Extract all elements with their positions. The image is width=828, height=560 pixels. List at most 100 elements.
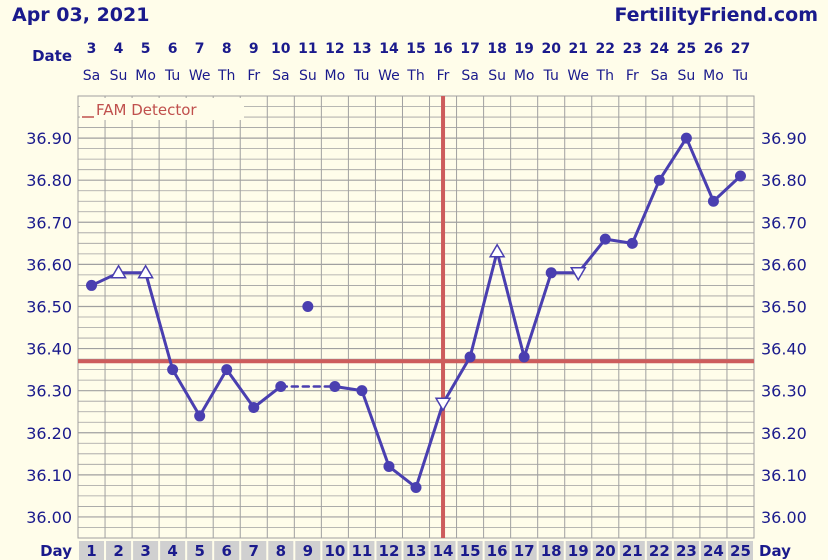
date-number: 10 [271, 41, 291, 57]
date-number: 6 [168, 41, 178, 57]
temperature-point [734, 170, 746, 182]
legend: FAM Detector [80, 98, 244, 120]
cycle-day-row: 1 2 3 4 5 6 7 8 9 10 11 12 13 14 15 16 17 18 19 20 21 22 23 24 2… [79, 541, 753, 560]
series-segment [657, 136, 688, 182]
temperature-point [599, 233, 611, 245]
site-name: FertilityFriend.com [614, 4, 818, 26]
weekday-label: Sa [461, 68, 478, 84]
temperature-point [518, 351, 530, 363]
weekday-label: We [378, 68, 400, 84]
y-tick-label: 36.90 [26, 129, 72, 148]
series-segment [630, 178, 661, 245]
date-number: 16 [433, 41, 452, 57]
weekday-label: Fr [626, 68, 639, 84]
y-tick-label: 36.40 [26, 340, 72, 359]
plot-grid [77, 95, 755, 539]
day-number: 20 [595, 542, 616, 560]
day-cell [673, 541, 699, 560]
date-number: 25 [677, 41, 696, 57]
weekday-label: Th [217, 68, 235, 84]
temperature-series [86, 132, 746, 493]
day-cell [349, 541, 375, 560]
date-number: 3 [87, 41, 97, 57]
date-number: 17 [460, 41, 479, 57]
day-number: 18 [541, 542, 562, 560]
day-number: 13 [406, 542, 427, 560]
day-number: 15 [460, 542, 481, 560]
y-tick-label: 36.60 [761, 255, 807, 274]
weekday-label: Mo [514, 68, 535, 84]
y-tick-label: 36.60 [26, 255, 72, 274]
temperature-point [329, 380, 341, 392]
day-cell [538, 541, 564, 560]
date-number: 12 [325, 41, 344, 57]
temperature-point [356, 385, 368, 397]
date-number: 18 [487, 41, 506, 57]
day-cell [376, 541, 402, 560]
chart-date: Apr 03, 2021 [12, 4, 149, 26]
temperature-point [248, 402, 260, 414]
series-segment [360, 389, 391, 468]
series-segment [495, 250, 526, 359]
day-number: 17 [514, 542, 535, 560]
weekday-label: We [567, 68, 589, 84]
y-tick-label: 36.50 [26, 297, 72, 316]
day-number: 24 [703, 542, 724, 560]
weekday-label: Fr [437, 68, 450, 84]
weekday-label: Mo [703, 68, 724, 84]
day-cell [484, 541, 510, 560]
temperature-point [275, 380, 287, 392]
temperature-point [194, 410, 206, 422]
day-number: 3 [140, 542, 150, 560]
date-number: 22 [596, 41, 615, 57]
y-tick-label: 36.00 [26, 508, 72, 527]
day-cell [160, 541, 186, 560]
day-number: 4 [167, 542, 177, 560]
date-row: 3 4 5 6 7 8 9 10 11 12 13 14 15 16 17 18 19 20 21 22 23 24 25 2… [87, 41, 751, 57]
weekday-label: Mo [135, 68, 156, 84]
weekday-label: Tu [732, 68, 748, 84]
day-cell [403, 541, 429, 560]
weekday-label: Tu [164, 68, 180, 84]
y-tick-label: 36.40 [761, 340, 807, 359]
date-number: 5 [141, 41, 151, 57]
day-number: 14 [433, 542, 454, 560]
date-number: 24 [650, 41, 670, 57]
day-cell [457, 541, 483, 560]
weekday-label: Fr [247, 68, 260, 84]
day-cell [214, 541, 240, 560]
temperature-point [680, 132, 692, 144]
y-tick-label: 36.70 [26, 213, 72, 232]
day-cell [187, 541, 213, 560]
series-segment [252, 384, 283, 410]
weekday-label: Th [596, 68, 614, 84]
y-axis-right: 36.90 36.80 36.70 36.60 36.50 36.40 36.30 36.20… [761, 129, 807, 527]
series-segment [522, 271, 553, 359]
temperature-point [464, 351, 476, 363]
day-number: 22 [649, 542, 670, 560]
day-cell [619, 541, 645, 560]
weekday-label: Sa [272, 68, 289, 84]
weekday-label: Th [406, 68, 424, 84]
day-cell [565, 541, 591, 560]
day-cell [727, 541, 753, 560]
day-cell [700, 541, 726, 560]
day-cell [511, 541, 537, 560]
y-tick-label: 36.10 [26, 466, 72, 485]
series-segment [684, 136, 715, 203]
y-tick-label: 36.00 [761, 508, 807, 527]
series-segment [144, 271, 175, 372]
weekday-label: Mo [325, 68, 346, 84]
day-cell [79, 541, 105, 560]
day-cell [295, 541, 321, 560]
day-number: 1 [86, 542, 96, 560]
day-number: 6 [222, 542, 232, 560]
weekday-label: Tu [543, 68, 559, 84]
y-tick-label: 36.20 [761, 424, 807, 443]
day-number: 11 [351, 542, 372, 560]
day-number: 9 [303, 542, 313, 560]
date-number: 20 [541, 41, 561, 57]
series-segment [225, 368, 256, 410]
weekday-label: We [189, 68, 211, 84]
